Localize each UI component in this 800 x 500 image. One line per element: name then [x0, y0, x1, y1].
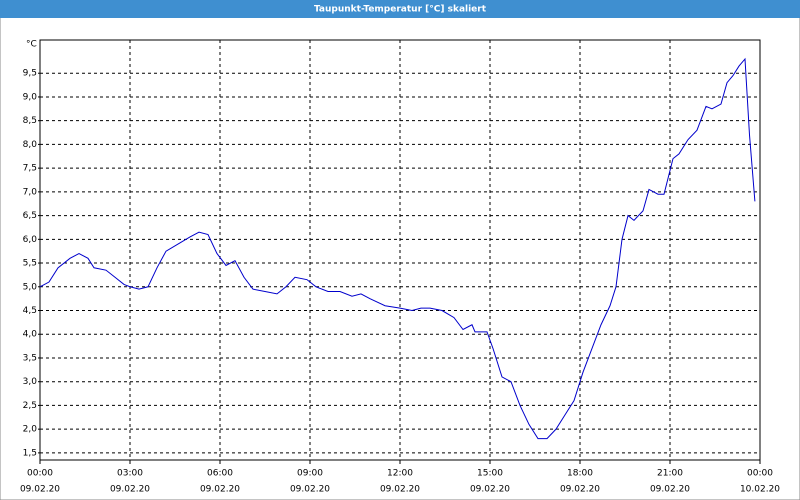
x-tick-date: 09.02.20 — [20, 485, 60, 495]
y-tick-label: 2,5 — [23, 401, 37, 411]
x-tick-label: 03:00 — [117, 469, 143, 479]
x-tick-label: 18:00 — [567, 469, 593, 479]
y-tick-label: 7,0 — [23, 187, 38, 197]
x-tick-date: 09.02.20 — [560, 485, 600, 495]
x-tick-date: 10.02.20 — [740, 485, 780, 495]
x-tick-date: 09.02.20 — [380, 485, 420, 495]
x-tick-label: 00:00 — [27, 469, 53, 479]
y-tick-label: 5,5 — [23, 259, 37, 269]
y-tick-label: 6,0 — [23, 235, 38, 245]
y-tick-label: 2,0 — [23, 425, 38, 435]
y-tick-label: 4,5 — [23, 306, 37, 316]
title-bar — [0, 0, 800, 18]
y-tick-label: 5,0 — [23, 282, 38, 292]
x-tick-date: 09.02.20 — [200, 485, 240, 495]
y-tick-label: 9,0 — [23, 92, 38, 102]
y-unit: °C — [26, 40, 37, 50]
x-tick-label: 12:00 — [387, 469, 413, 479]
y-tick-label: 3,0 — [23, 377, 38, 387]
y-tick-label: 8,0 — [23, 140, 38, 150]
y-tick-label: 7,5 — [23, 164, 37, 174]
x-tick-date: 09.02.20 — [110, 485, 150, 495]
x-tick-label: 06:00 — [207, 469, 233, 479]
x-tick-date: 09.02.20 — [650, 485, 690, 495]
y-tick-label: 3,5 — [23, 353, 37, 363]
y-tick-label: 9,5 — [23, 69, 37, 79]
line-series — [39, 57, 756, 440]
x-tick-date: 09.02.20 — [470, 485, 510, 495]
x-tick-label: 15:00 — [477, 469, 503, 479]
x-tick-date: 09.02.20 — [290, 485, 330, 495]
y-tick-label: 1,5 — [23, 448, 37, 458]
y-tick-label: 4,0 — [23, 330, 38, 340]
x-tick-label: 21:00 — [657, 469, 683, 479]
chart-title: Taupunkt-Temperatur [°C] skaliert — [314, 5, 487, 15]
y-tick-label: 8,5 — [23, 116, 37, 126]
x-tick-label: 00:00 — [747, 469, 773, 479]
x-tick-label: 09:00 — [297, 469, 323, 479]
y-tick-label: 6,5 — [23, 211, 37, 221]
